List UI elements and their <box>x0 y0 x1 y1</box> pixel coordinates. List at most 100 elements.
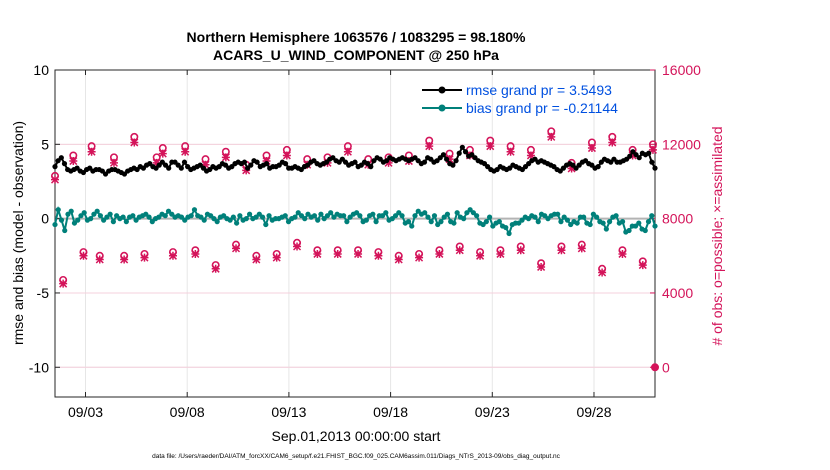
obs-assimilated-marker <box>648 145 657 154</box>
bias-point <box>237 213 243 219</box>
bias-point <box>214 219 220 225</box>
bias-point <box>230 214 236 220</box>
obs-assimilated-marker <box>537 262 546 271</box>
obs-assimilated-marker <box>455 246 464 255</box>
legend-rmse-label: rmse grand pr = 3.5493 <box>466 82 612 98</box>
rmse-point <box>440 152 447 158</box>
obs-assimilated-marker <box>638 261 647 270</box>
obs-assimilated-marker <box>476 251 485 260</box>
rmse-point <box>181 159 188 165</box>
bias-point <box>315 217 321 223</box>
bias-point <box>405 219 412 225</box>
bias-point <box>535 219 541 225</box>
obs-assimilated-marker <box>109 158 119 167</box>
obs-assimilated-marker <box>201 160 210 169</box>
y-left-tick-label: -5 <box>37 285 50 301</box>
bias-point <box>292 214 298 220</box>
obs-assimilated-marker <box>374 251 383 260</box>
obs-assimilated-marker <box>567 164 576 173</box>
bias-point <box>162 213 168 219</box>
rmse-point <box>263 161 270 167</box>
obs-assimilated-marker <box>59 279 68 288</box>
obs-assimilated-marker <box>231 244 241 253</box>
obs-assimilated-marker <box>394 255 403 264</box>
bias-point <box>636 220 642 226</box>
obs-assimilated-marker <box>69 157 78 166</box>
obs-assimilated-marker <box>587 144 596 153</box>
rmse-point <box>459 144 465 150</box>
obs-assimilated-marker <box>333 249 342 258</box>
bias-series <box>52 205 658 237</box>
bias-point <box>506 230 512 237</box>
bias-point <box>68 208 74 214</box>
rmse-point <box>166 165 172 171</box>
x-axis-label: Sep.01,2013 00:00:00 start <box>272 428 441 444</box>
obs-assimilated-marker <box>50 175 60 184</box>
obs-assimilated-marker <box>221 153 230 162</box>
x-tick-label: 09/18 <box>373 404 408 420</box>
bias-point <box>606 219 613 225</box>
obs-assimilated-marker <box>252 255 261 264</box>
bias-point <box>373 219 379 225</box>
bias-point <box>357 213 363 219</box>
rmse-point <box>627 153 633 159</box>
bias-point <box>52 221 58 228</box>
obs-assimilated-marker <box>415 253 424 262</box>
rmse-point <box>282 161 289 167</box>
bias-point <box>399 213 405 219</box>
rmse-point <box>178 165 184 171</box>
x-tick-labels: 09/03 09/08 09/13 09/18 09/23 09/28 <box>68 404 612 420</box>
x-tick-label: 09/28 <box>576 404 611 420</box>
y-right-tick-label: 4000 <box>662 285 693 301</box>
obs-assimilated-marker <box>354 249 363 258</box>
obs-assimilated-marker <box>272 253 281 262</box>
bias-point <box>191 207 198 213</box>
obs-assimilated-marker <box>516 246 525 255</box>
bias-point <box>243 216 249 222</box>
obs-assimilated-marker <box>343 147 352 156</box>
rmse-series <box>52 144 658 177</box>
bias-point <box>146 214 152 220</box>
obs-count-series <box>50 127 659 372</box>
bias-point <box>503 224 509 231</box>
bias-point <box>344 219 350 225</box>
obs-assimilated-marker <box>130 138 139 147</box>
bias-point <box>246 211 253 217</box>
rmse-point <box>450 162 456 168</box>
bias-point <box>130 213 136 219</box>
bias-point <box>234 220 240 226</box>
bias-point <box>188 213 194 219</box>
rmse-point <box>254 159 260 165</box>
bias-point <box>201 217 207 223</box>
y-right-tick-labels: 16000 12000 8000 4000 0 <box>662 62 701 375</box>
bias-point <box>444 211 451 217</box>
bias-point <box>110 219 116 225</box>
rmse-point <box>636 155 642 161</box>
rmse-point <box>368 164 374 170</box>
bias-point <box>412 213 418 219</box>
obs-assimilated-marker <box>293 242 302 251</box>
bias-point <box>619 219 626 225</box>
obs-assimilated-marker <box>95 255 104 264</box>
obs-assimilated-marker <box>181 147 190 156</box>
obs-assimilated-marker <box>506 147 515 156</box>
obs-assimilated-marker <box>608 138 617 147</box>
obs-assimilated-marker <box>211 264 220 273</box>
obs-assimilated-marker <box>425 142 434 151</box>
bias-point <box>55 207 61 213</box>
obs-assimilated-marker <box>191 249 200 258</box>
obs-assimilated-marker <box>598 268 607 277</box>
obs-assimilated-marker <box>628 151 637 160</box>
obs-assimilated-marker <box>577 244 586 253</box>
bias-point <box>496 219 502 225</box>
legend-rmse-marker <box>438 86 446 94</box>
bias-point <box>425 214 431 220</box>
bias-point <box>486 214 493 220</box>
obs-assimilated-marker <box>547 132 556 141</box>
bias-point <box>613 213 619 219</box>
obs-assimilated-marker <box>618 249 627 258</box>
plot-frame <box>54 69 656 398</box>
rmse-point <box>421 159 428 165</box>
